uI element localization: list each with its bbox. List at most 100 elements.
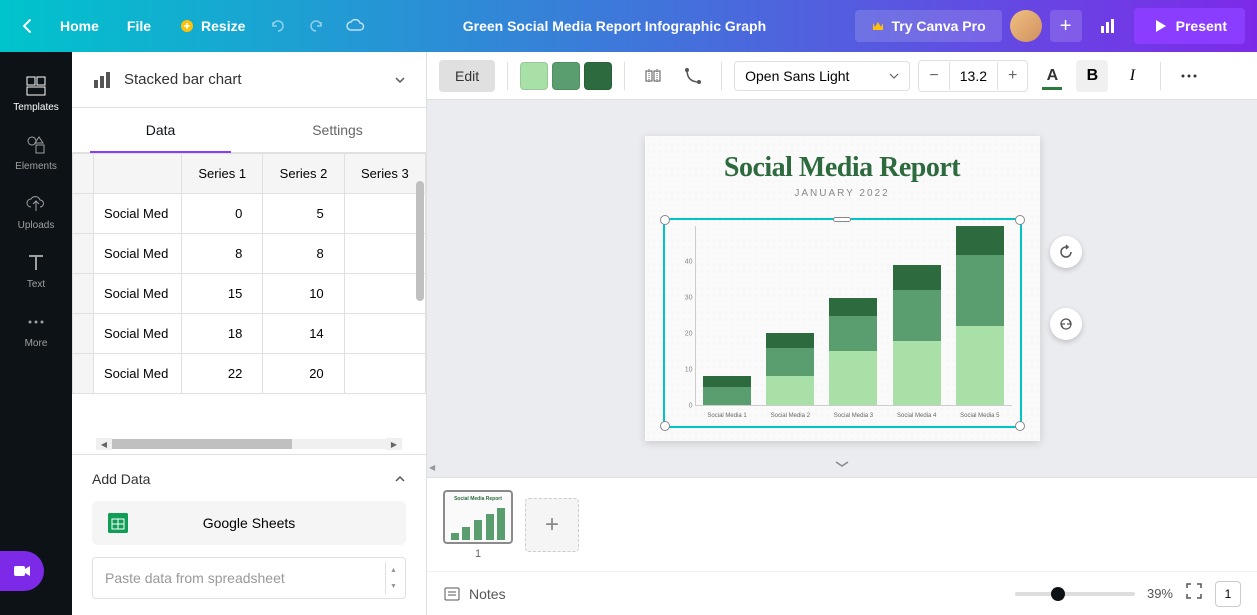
data-cell[interactable]: 10 bbox=[263, 274, 344, 314]
tab-settings[interactable]: Settings bbox=[249, 108, 426, 152]
bold-button[interactable]: B bbox=[1076, 60, 1108, 92]
stepper-up[interactable]: ▲ bbox=[385, 562, 401, 578]
page-thumbnail-1[interactable]: Social Media Report bbox=[443, 490, 513, 544]
sidebar-item-text[interactable]: Text bbox=[0, 241, 72, 300]
category-cell[interactable]: Social Med bbox=[94, 314, 182, 354]
bar-segment bbox=[703, 387, 751, 405]
notes-label: Notes bbox=[469, 586, 506, 602]
data-cell[interactable] bbox=[344, 274, 425, 314]
cloud-save-button[interactable] bbox=[337, 8, 373, 44]
spacing-button[interactable] bbox=[677, 60, 709, 92]
chart-type-label: Stacked bar chart bbox=[124, 71, 242, 88]
chart-selection-box[interactable]: 010203040 Social Media 1Social Media 2So… bbox=[663, 218, 1022, 428]
data-cell[interactable]: 8 bbox=[182, 234, 263, 274]
data-cell[interactable] bbox=[344, 194, 425, 234]
table-vscroll-thumb[interactable] bbox=[416, 181, 424, 301]
back-button[interactable] bbox=[12, 10, 44, 42]
hscroll-right-arrow[interactable]: ▶ bbox=[386, 438, 402, 450]
redo-button[interactable] bbox=[299, 9, 333, 43]
try-pro-button[interactable]: Try Canva Pro bbox=[855, 10, 1001, 42]
regenerate-button[interactable] bbox=[1050, 236, 1082, 268]
header-series1[interactable]: Series 1 bbox=[182, 154, 263, 194]
data-cell[interactable]: 5 bbox=[263, 194, 344, 234]
canvas-hscroll-left[interactable]: ◀ bbox=[429, 463, 441, 475]
font-size-decrease[interactable]: − bbox=[919, 61, 948, 91]
tab-data[interactable]: Data bbox=[72, 108, 249, 152]
user-avatar[interactable] bbox=[1010, 10, 1042, 42]
header-category[interactable] bbox=[94, 154, 182, 194]
category-cell[interactable]: Social Med bbox=[94, 194, 182, 234]
share-add-button[interactable]: + bbox=[1050, 10, 1082, 42]
resize-handle-tm[interactable] bbox=[833, 217, 851, 222]
color-swatch-2[interactable] bbox=[552, 62, 580, 90]
data-cell[interactable] bbox=[344, 354, 425, 394]
color-swatch-3[interactable] bbox=[584, 62, 612, 90]
zoom-percentage[interactable]: 39% bbox=[1147, 586, 1173, 601]
data-cell[interactable]: 18 bbox=[182, 314, 263, 354]
cloud-icon bbox=[345, 16, 365, 36]
resize-handle-bl[interactable] bbox=[660, 421, 670, 431]
italic-button[interactable]: I bbox=[1116, 60, 1148, 92]
more-options-button[interactable] bbox=[1173, 60, 1205, 92]
add-page-button[interactable]: + bbox=[525, 498, 579, 552]
file-button[interactable]: File bbox=[115, 10, 163, 42]
data-cell[interactable]: 22 bbox=[182, 354, 263, 394]
undo-button[interactable] bbox=[261, 9, 295, 43]
zoom-slider[interactable] bbox=[1015, 592, 1135, 596]
home-button[interactable]: Home bbox=[48, 10, 111, 42]
zoom-slider-thumb[interactable] bbox=[1051, 587, 1065, 601]
fullscreen-button[interactable] bbox=[1185, 582, 1203, 605]
stepper-down[interactable]: ▼ bbox=[385, 578, 401, 594]
design-canvas[interactable]: Social Media Report JANUARY 2022 0102030… bbox=[645, 136, 1040, 441]
header-series2[interactable]: Series 2 bbox=[263, 154, 344, 194]
sidebar-item-templates[interactable]: Templates bbox=[0, 64, 72, 123]
data-table[interactable]: Series 1 Series 2 Series 3 Social Med 0 … bbox=[72, 153, 426, 394]
data-cell[interactable] bbox=[344, 234, 425, 274]
data-cell[interactable]: 20 bbox=[263, 354, 344, 394]
hscroll-left-arrow[interactable]: ◀ bbox=[96, 438, 112, 450]
data-cell[interactable]: 0 bbox=[182, 194, 263, 234]
notes-button[interactable]: Notes bbox=[443, 585, 506, 603]
header-series3[interactable]: Series 3 bbox=[344, 154, 425, 194]
insights-button[interactable] bbox=[1090, 8, 1126, 44]
present-button[interactable]: Present bbox=[1134, 8, 1245, 44]
resize-handle-tl[interactable] bbox=[660, 215, 670, 225]
category-cell[interactable]: Social Med bbox=[94, 274, 182, 314]
help-fab-button[interactable] bbox=[0, 551, 44, 591]
bar-group: Social Media 3 bbox=[829, 298, 877, 405]
data-cell[interactable]: 8 bbox=[263, 234, 344, 274]
document-title[interactable]: Green Social Media Report Infographic Gr… bbox=[381, 18, 847, 34]
sidebar-item-uploads[interactable]: Uploads bbox=[0, 182, 72, 241]
font-size-value[interactable]: 13.2 bbox=[949, 62, 998, 90]
resize-handle-tr[interactable] bbox=[1015, 215, 1025, 225]
data-cell[interactable] bbox=[344, 314, 425, 354]
page-thumbnails: Social Media Report 1 + bbox=[427, 478, 1257, 571]
add-data-toggle[interactable]: Add Data bbox=[92, 471, 406, 487]
color-swatch-1[interactable] bbox=[520, 62, 548, 90]
canvas-title[interactable]: Social Media Report bbox=[665, 152, 1020, 184]
hscroll-thumb[interactable] bbox=[112, 439, 292, 449]
resize-handle-br[interactable] bbox=[1015, 421, 1025, 431]
canvas-collapse-chevron[interactable] bbox=[832, 457, 852, 475]
canvas-viewport[interactable]: Social Media Report JANUARY 2022 0102030… bbox=[427, 100, 1257, 477]
resize-button[interactable]: Resize bbox=[167, 10, 257, 42]
data-cell[interactable]: 15 bbox=[182, 274, 263, 314]
flip-button[interactable] bbox=[637, 60, 669, 92]
table-hscroll[interactable]: ◀ ▶ bbox=[96, 438, 402, 450]
text-color-button[interactable]: A bbox=[1036, 60, 1068, 92]
paste-data-input[interactable]: Paste data from spreadsheet ▲ ▼ bbox=[92, 557, 406, 599]
edit-button[interactable]: Edit bbox=[439, 60, 495, 92]
font-family-select[interactable]: Open Sans Light bbox=[734, 61, 910, 91]
page-indicator[interactable]: 1 bbox=[1215, 581, 1241, 607]
category-cell[interactable]: Social Med bbox=[94, 354, 182, 394]
sidebar-item-elements[interactable]: Elements bbox=[0, 123, 72, 182]
font-size-increase[interactable]: + bbox=[998, 61, 1027, 91]
data-cell[interactable]: 14 bbox=[263, 314, 344, 354]
chart-type-selector[interactable]: Stacked bar chart bbox=[72, 52, 426, 108]
category-cell[interactable]: Social Med bbox=[94, 234, 182, 274]
google-sheets-button[interactable]: Google Sheets bbox=[92, 501, 406, 545]
sync-button[interactable] bbox=[1050, 308, 1082, 340]
resize-label: Resize bbox=[201, 18, 245, 34]
canvas-subtitle[interactable]: JANUARY 2022 bbox=[665, 188, 1020, 199]
sidebar-item-more[interactable]: More bbox=[0, 300, 72, 359]
